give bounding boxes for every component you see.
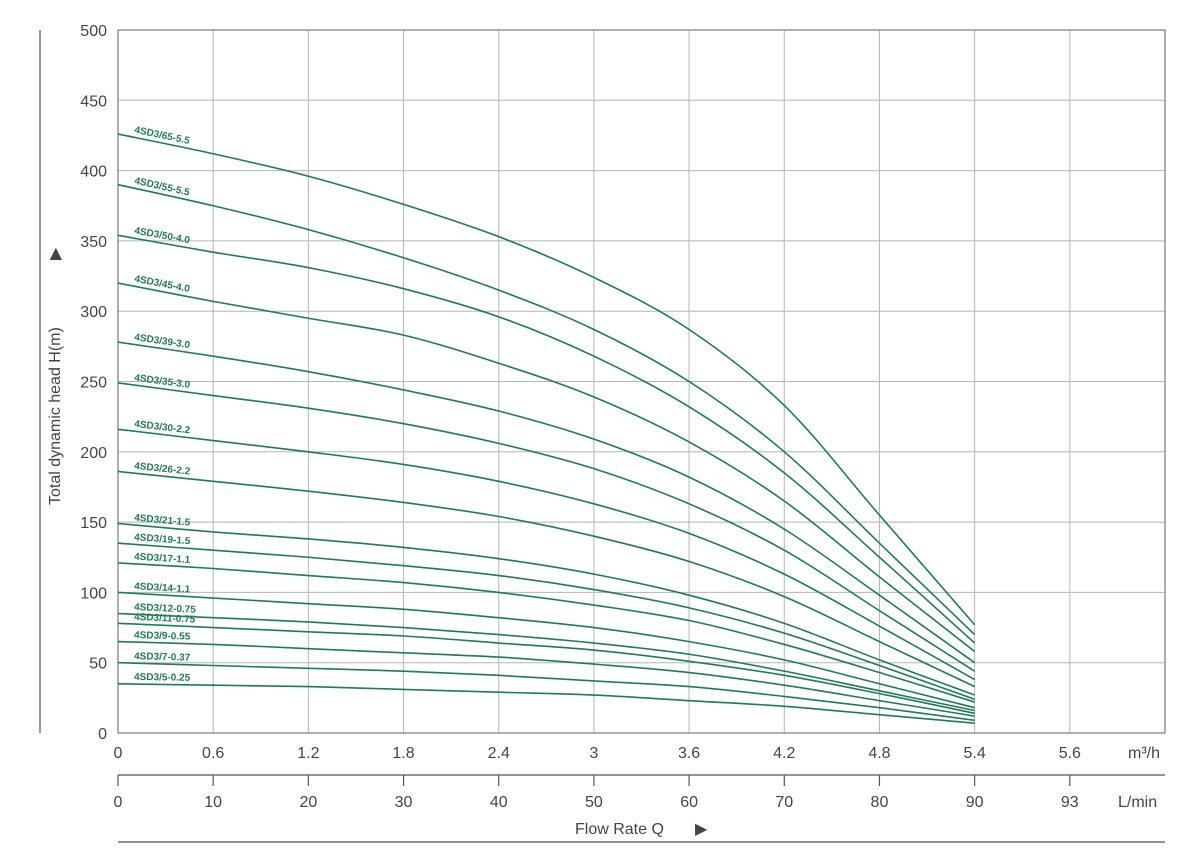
x-unit-secondary: L/min (1118, 794, 1157, 811)
y-tick-label: 500 (80, 23, 107, 40)
x-tick-label-secondary: 40 (490, 794, 508, 811)
plot-frame (117, 29, 1166, 734)
x-tick-label-secondary: 70 (775, 794, 793, 811)
y-axis-title: Total dynamic head H(m) (47, 327, 64, 505)
x-tick-label-primary: 4.8 (868, 745, 890, 762)
series-line-4sd3-35-3-0 (117, 382, 976, 672)
x-tick-label-primary: 3.6 (678, 745, 700, 762)
x-tick-label-secondary: 80 (871, 794, 889, 811)
series-line-4sd3-17-1-1 (117, 562, 975, 703)
y-axis-title-group: Total dynamic head H(m) ▶ (47, 247, 64, 505)
series-label: 4SD3/55-5.5 (133, 176, 191, 199)
x-tick-label-secondary: 60 (680, 794, 698, 811)
series-label: 4SD3/26-2.2 (134, 461, 191, 478)
x-tick-label-secondary: 0 (114, 794, 123, 811)
y-tick-label: 400 (80, 164, 107, 181)
x-tick-label-primary: 3 (589, 745, 598, 762)
x-tick-label-secondary: 10 (204, 794, 222, 811)
series-line-4sd3-5-0-25 (117, 682, 975, 724)
axes: m³/h L/min Flow Rate Q ▶ Total dynamic h… (39, 23, 1165, 843)
y-tick-label: 450 (80, 93, 107, 110)
series-label: 4SD3/11-0.75 (134, 612, 196, 626)
x-tick-label-secondary: 90 (966, 794, 984, 811)
x-tick-label-primary: 1.8 (392, 745, 414, 762)
x-tick-label-primary: 0 (114, 745, 123, 762)
series-line-4sd3-65-5-5 (117, 133, 976, 626)
series-label: 4SD3/19-1.5 (134, 532, 191, 547)
series-line-4sd3-55-5-5 (117, 183, 976, 636)
x-tick-label-primary: 5.6 (1059, 745, 1081, 762)
curves (117, 133, 976, 724)
x-tick-label-primary: 1.2 (297, 745, 319, 762)
series-line-4sd3-21-1-5 (117, 522, 975, 696)
series-line-4sd3-50-4-0 (117, 234, 976, 644)
x-axis-title-group: Flow Rate Q ▶ (575, 821, 708, 838)
series-label: 4SD3/14-1.1 (134, 581, 191, 595)
y-tick-label: 250 (80, 375, 107, 392)
series-line-4sd3-19-1-5 (117, 542, 975, 701)
x-tick-label-primary: 4.2 (773, 745, 795, 762)
x-tick-label-primary: 0.6 (202, 745, 224, 762)
y-tick-label: 50 (89, 656, 107, 673)
series-line-4sd3-39-3-0 (117, 341, 976, 664)
series-label: 4SD3/12-0.75 (134, 602, 197, 616)
y-tick-label: 200 (80, 445, 107, 462)
curve-labels: 4SD3/65-5.54SD3/55-5.54SD3/50-4.04SD3/45… (133, 125, 196, 684)
grid (117, 29, 1166, 734)
series-line-4sd3-45-4-0 (117, 282, 976, 653)
x-axis-arrow: ▶ (695, 821, 708, 838)
x-tick-label-primary: 2.4 (488, 745, 510, 762)
y-tick-label: 350 (80, 234, 107, 251)
y-tick-label: 0 (98, 726, 107, 743)
y-tick-label: 150 (80, 515, 107, 532)
x-unit-primary: m³/h (1128, 745, 1160, 762)
series-label: 4SD3/9-0.55 (134, 630, 191, 643)
y-axis-arrow: ▶ (47, 247, 64, 260)
x-tick-label-secondary: 20 (299, 794, 317, 811)
series-label: 4SD3/5-0.25 (134, 672, 191, 684)
y-tick-label: 300 (80, 304, 107, 321)
x-axis-title: Flow Rate Q (575, 821, 664, 838)
series-line-4sd3-26-2-2 (117, 470, 975, 688)
series-line-4sd3-30-2-2 (117, 428, 976, 681)
series-line-4sd3-11-0-75 (117, 622, 975, 715)
series-line-4sd3-9-0-55 (117, 640, 975, 717)
x-tick-label-secondary: 93 (1061, 794, 1079, 811)
x-tick-label-primary: 5.4 (964, 745, 986, 762)
series-line-4sd3-12-0-75 (117, 612, 975, 712)
x-tick-label-secondary: 30 (395, 794, 413, 811)
series-label: 4SD3/21-1.5 (134, 513, 191, 529)
series-label: 4SD3/7-0.37 (134, 651, 191, 664)
y-tick-label: 100 (80, 585, 107, 602)
series-line-4sd3-14-1-1 (117, 591, 975, 709)
series-line-4sd3-7-0-37 (117, 661, 975, 722)
x-tick-label-secondary: 50 (585, 794, 603, 811)
series-label: 4SD3/17-1.1 (134, 552, 191, 566)
